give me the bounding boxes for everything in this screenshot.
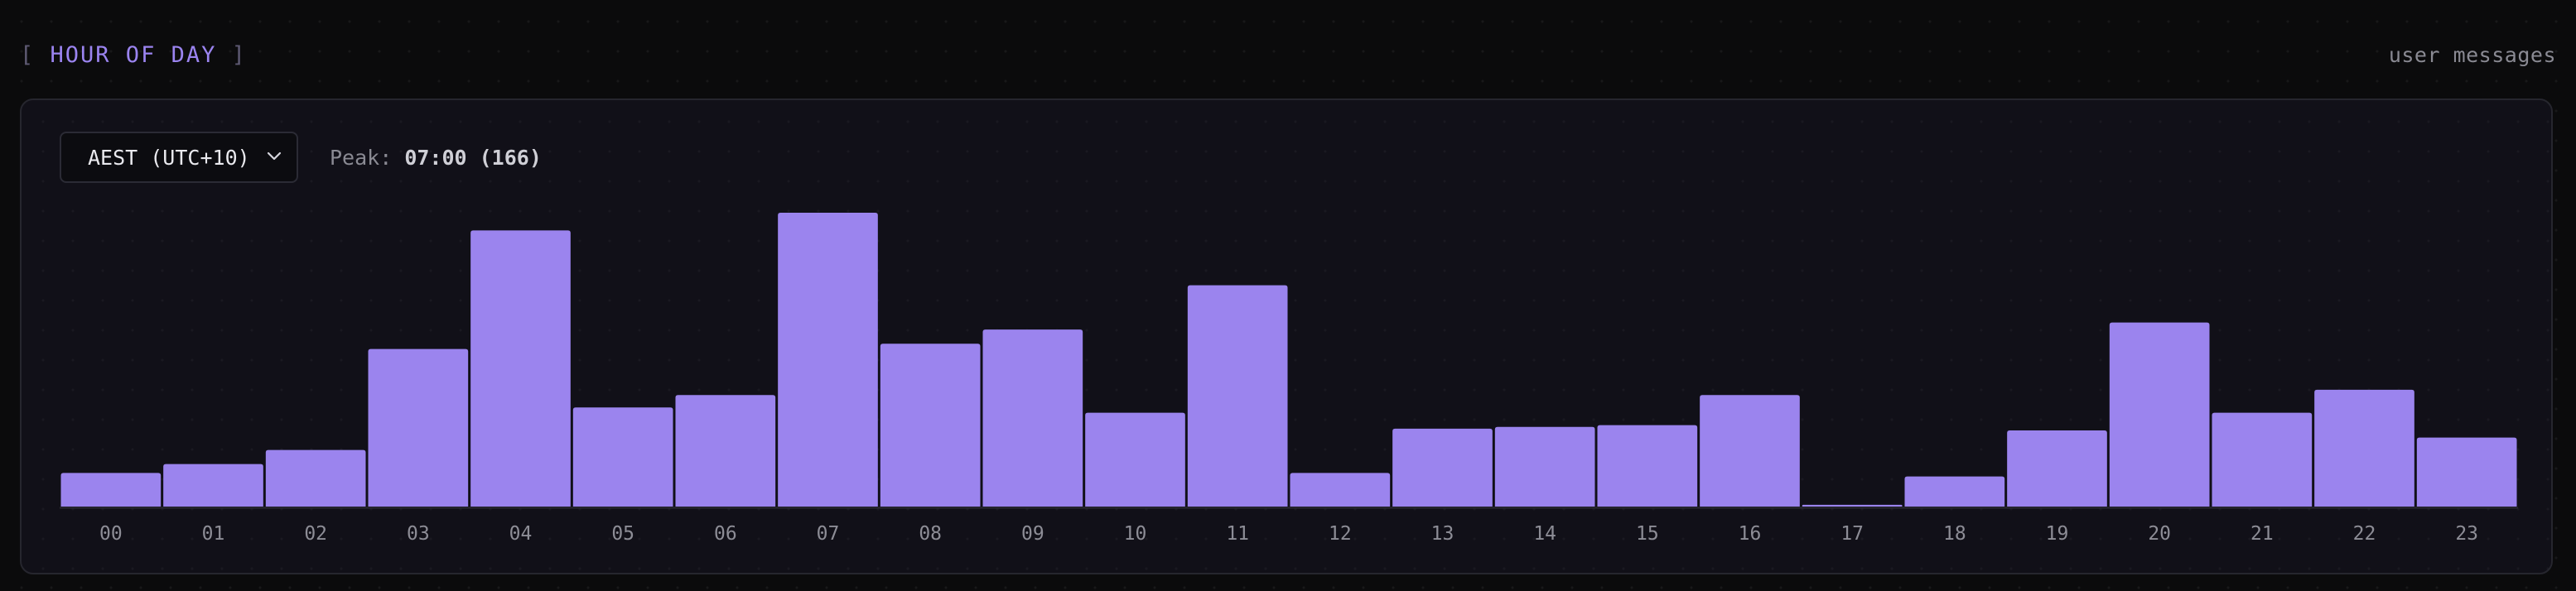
bar-hour-11[interactable] [1187,285,1288,507]
bar-hour-14[interactable] [1494,426,1595,507]
x-tick-label: 22 [2353,523,2376,545]
bar-hour-20[interactable] [2109,322,2210,507]
bar-hour-06[interactable] [675,395,776,507]
x-tick-label: 23 [2455,523,2478,545]
x-tick-label: 15 [1636,523,1659,545]
title-bracket-open: [ [20,41,36,68]
peak-label: Peak: [330,145,393,170]
x-tick-label: 03 [407,523,430,545]
bar-hour-10[interactable] [1085,412,1185,507]
x-tick-label: 18 [1943,523,1966,545]
chevron-down-icon [265,146,283,170]
section-subtitle: user messages [2388,42,2556,67]
x-tick-label: 08 [919,523,942,545]
bar-hour-08[interactable] [880,344,981,507]
bar-hour-21[interactable] [2212,412,2313,507]
x-tick-label: 09 [1021,523,1044,545]
x-tick-label: 04 [509,523,533,545]
x-tick-label: 21 [2250,523,2274,545]
peak-readout: Peak: 07:00 (166) [330,146,542,170]
x-tick-label: 13 [1431,523,1454,545]
x-tick-label: 00 [99,523,123,545]
chart-panel: AEST (UTC+10) Peak: 07:00 (166) 00 01 02 03… [20,98,2553,574]
x-tick-label: 10 [1124,523,1147,545]
bar-hour-12[interactable] [1290,473,1391,507]
x-tick-label: 14 [1533,523,1556,545]
bar-hour-04[interactable] [470,230,571,507]
x-tick-label: 19 [2046,523,2069,545]
x-tick-label: 17 [1840,523,1864,545]
bar-hour-07[interactable] [778,213,878,507]
x-tick-label: 11 [1226,523,1249,545]
timezone-select[interactable]: AEST (UTC+10) [60,132,298,183]
x-tick-label: 12 [1329,523,1352,545]
timezone-select-value: AEST (UTC+10) [88,145,250,170]
title-bracket-close: ] [231,41,247,68]
bar-hour-02[interactable] [265,449,366,507]
x-tick-label: 20 [2148,523,2171,545]
chart-controls: AEST (UTC+10) Peak: 07:00 (166) [60,132,542,183]
x-tick-label: 05 [611,523,634,545]
x-tick-label: 16 [1739,523,1762,545]
x-tick-label: 06 [714,523,737,545]
bar-hour-01[interactable] [163,464,263,507]
hour-of-day-bar-chart: 00 01 02 03 04 05 06 07 08 09 10 11 12 13 14 15 16 17 18 19… [60,213,2518,545]
bar-hour-17[interactable] [1802,504,1903,507]
title-text: HOUR OF DAY [50,41,217,68]
x-tick-label: 02 [304,523,327,545]
section-title: [ HOUR OF DAY ] [20,42,247,68]
bar-hour-18[interactable] [1904,476,2005,507]
bar-hour-13[interactable] [1392,428,1493,507]
bar-hour-19[interactable] [2007,430,2107,507]
bar-hour-16[interactable] [1700,395,1800,507]
bar-hour-23[interactable] [2416,437,2517,507]
peak-value: 07:00 (166) [404,145,542,170]
x-tick-label: 07 [817,523,840,545]
x-tick-label: 01 [202,523,225,545]
bar-hour-03[interactable] [368,348,469,507]
bar-hour-05[interactable] [572,407,673,507]
bar-hour-09[interactable] [982,329,1083,507]
bar-hour-00[interactable] [60,473,162,507]
bar-hour-15[interactable] [1597,425,1698,507]
section-header: [ HOUR OF DAY ] user messages [20,38,2556,71]
bar-hour-22[interactable] [2314,389,2414,507]
